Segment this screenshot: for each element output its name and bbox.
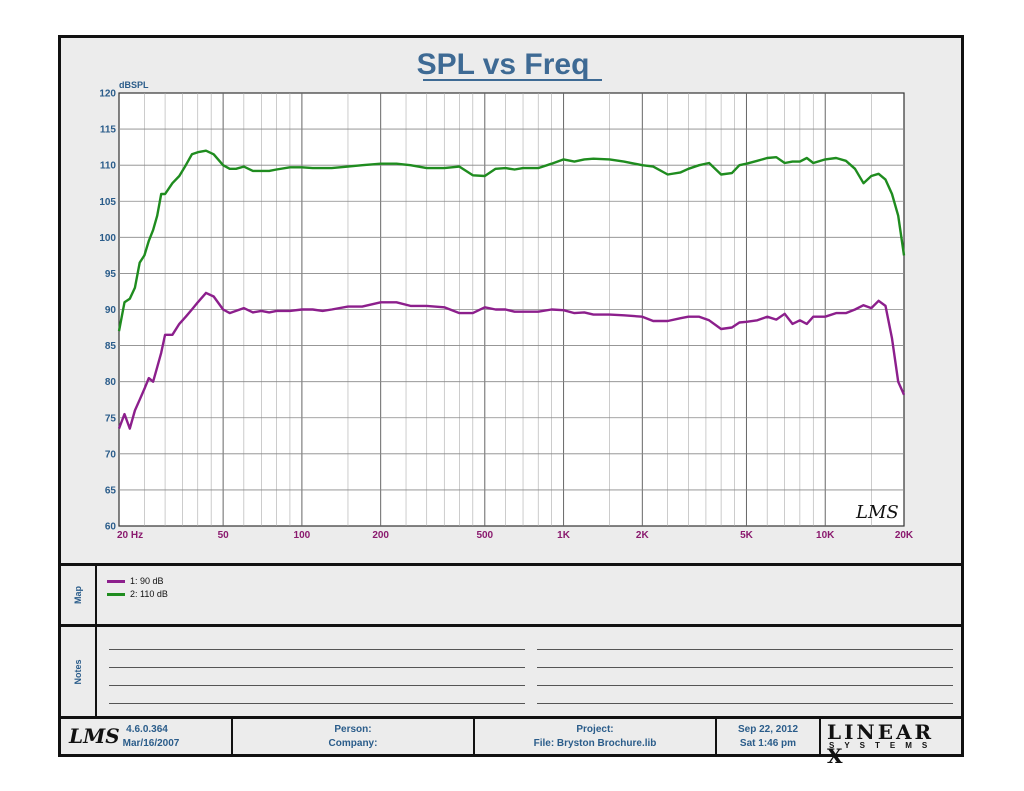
series-layer xyxy=(117,149,906,430)
x-tick-label: 10K xyxy=(816,530,835,541)
y-tick-label: 100 xyxy=(99,233,116,244)
footer-brand-cell: LINEAR X SYSTEMS xyxy=(821,719,961,768)
person-label: Person: xyxy=(334,724,372,735)
series-line-2 xyxy=(117,149,906,332)
note-line xyxy=(537,667,953,668)
spl-vs-freq-chart: SPL vs Freq dBSPL 60 65 70 75 80 85 90 95 100 105… xyxy=(99,48,914,542)
build-date: Mar/16/2007 xyxy=(122,738,180,749)
map-label: Map xyxy=(73,586,83,604)
grid-layer xyxy=(118,92,905,527)
version-number: 4.6.0.364 xyxy=(126,724,168,735)
y-tick-label: 80 xyxy=(105,377,117,388)
x-tick-label: 20K xyxy=(895,530,914,541)
notes-label-cell: Notes xyxy=(61,627,97,716)
note-line xyxy=(109,649,525,650)
footer-person-cell: Person: Company: xyxy=(233,719,475,754)
x-tick-label: 2K xyxy=(636,530,650,541)
plot-panel: SPL vs Freq dBSPL 60 65 70 75 80 85 90 95 100 105… xyxy=(61,38,961,566)
map-label-cell: Map xyxy=(61,566,97,624)
note-line xyxy=(109,667,525,668)
x-tick-label: 50 xyxy=(218,530,230,541)
map-panel: Map 1: 90 dB 2: 110 dB xyxy=(61,566,961,627)
legend-label: 2: 110 dB xyxy=(130,589,168,599)
company-label: Company: xyxy=(328,738,378,749)
y-tick-label: 85 xyxy=(105,341,117,352)
notes-panel: Notes xyxy=(61,627,961,719)
legend-label: 1: 90 dB xyxy=(130,576,164,586)
note-line xyxy=(109,685,525,686)
y-tick-label: 60 xyxy=(105,522,117,533)
series-line-1 xyxy=(117,291,906,430)
y-tick-label: 75 xyxy=(105,413,117,424)
x-tick-label: 20 Hz xyxy=(117,530,143,541)
note-line xyxy=(109,703,525,704)
footer-project-cell: Project: File: Bryston Brochure.lib xyxy=(475,719,717,754)
footer-date-cell: Sep 22, 2012 Sat 1:46 pm xyxy=(717,719,821,754)
notes-label: Notes xyxy=(73,658,83,685)
y-tick-label: 95 xyxy=(105,269,117,280)
project-label: Project: xyxy=(576,724,614,735)
report-time: Sat 1:46 pm xyxy=(739,738,797,749)
x-tick-label: 100 xyxy=(294,530,311,541)
y-tick-label: 110 xyxy=(100,161,117,172)
linearx-logo-subtext: SYSTEMS xyxy=(829,741,938,750)
y-tick-label: 70 xyxy=(105,449,117,460)
footer-version-cell: LMS 4.6.0.364 Mar/16/2007 xyxy=(61,719,233,754)
linearx-logo-text: LINEAR X xyxy=(827,720,935,768)
lms-watermark: LMS xyxy=(855,502,899,523)
x-tick-label: 500 xyxy=(476,530,493,541)
lms-logo: LMS xyxy=(69,724,120,748)
footer-bar: LMS 4.6.0.364 Mar/16/2007 Person: Compan… xyxy=(61,719,961,768)
report-date: Sep 22, 2012 xyxy=(737,724,799,735)
legend-swatch-green xyxy=(107,592,125,596)
legend-swatch-purple xyxy=(107,579,125,583)
chart-title: SPL vs Freq xyxy=(417,48,590,81)
file-label: File: Bryston Brochure.lib xyxy=(533,738,657,749)
x-tick-label: 200 xyxy=(372,530,389,541)
legend-item-series-2: 2: 110 dB xyxy=(107,589,168,599)
tick-label-layer: 60 65 70 75 80 85 90 95 100 105 110 115 120 20 Hz 50 10… xyxy=(99,89,914,542)
x-tick-label: 1K xyxy=(557,530,571,541)
y-tick-label: 105 xyxy=(99,197,116,208)
report-frame: SPL vs Freq dBSPL 60 65 70 75 80 85 90 95 100 105… xyxy=(58,35,964,768)
x-tick-label: 5K xyxy=(740,530,754,541)
y-tick-label: 90 xyxy=(105,305,117,316)
y-tick-label: 115 xyxy=(100,125,117,136)
note-line xyxy=(537,685,953,686)
note-line xyxy=(537,703,953,704)
legend-item-series-1: 1: 90 dB xyxy=(107,576,164,586)
y-axis-label: dBSPL xyxy=(119,80,149,90)
y-tick-label: 65 xyxy=(105,485,117,496)
y-tick-label: 120 xyxy=(99,89,116,100)
note-line xyxy=(537,649,953,650)
